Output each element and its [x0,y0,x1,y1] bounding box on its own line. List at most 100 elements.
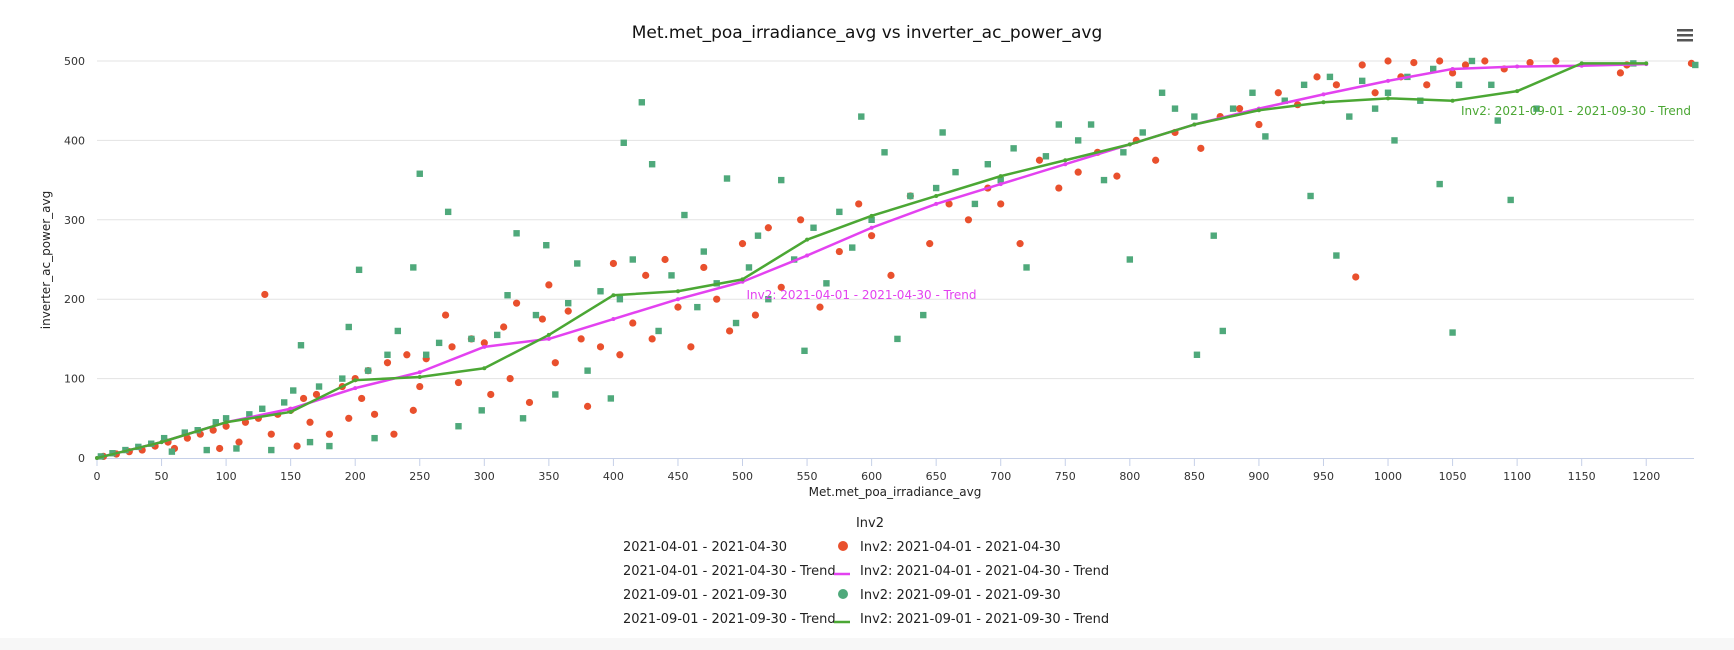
data-point [939,129,946,136]
data-point [810,224,817,231]
data-point [448,343,456,351]
legend-item[interactable]: 2021-04-01 - 2021-04-30 Inv2: 2021-04-01 … [623,540,1061,555]
data-point [487,390,495,399]
data-point [504,292,511,299]
data-point [478,407,485,414]
data-point [868,216,875,223]
data-point [1010,145,1017,152]
data-point [410,264,417,271]
legend-group-label: 2021-09-01 - 2021-09-30 - Trend [623,612,836,627]
chart-title: Met.met_poa_irradiance_avg vs inverter_a… [632,23,1103,43]
trend-point [1063,162,1068,167]
data-point [997,200,1005,208]
x-tick-label: 400 [603,470,624,483]
legend-item[interactable]: 2021-09-01 - 2021-09-30 - Trend Inv2: 202… [623,612,1109,627]
data-point [409,406,417,414]
data-point [160,434,168,442]
data-point [964,216,973,224]
data-point [364,367,372,374]
data-point [726,327,734,335]
trend-point [95,456,99,460]
data-point [444,208,452,216]
trend-point [224,420,229,425]
data-point [616,351,624,359]
data-point [648,161,656,168]
data-point [732,319,740,327]
data-point [778,176,785,184]
x-tick-label: 350 [538,470,559,483]
data-point [345,414,353,422]
legend-series-label: Inv2: 2021-09-01 - 2021-09-30 [860,588,1061,603]
trend-line [96,62,1647,460]
trend-point [1515,64,1520,69]
data-point [926,240,934,248]
data-point [371,434,378,442]
data-point [1087,121,1095,128]
x-tick-label: 850 [1184,470,1205,483]
trend-point [1386,78,1391,83]
data-point [345,323,352,331]
trend-point [546,336,551,341]
trend-point [1386,96,1391,101]
plot-area: Inv2: 2021-04-01 - 2021-04-30 - Trend Inv… [95,57,1699,461]
trend-point [998,174,1003,179]
data-point [1307,192,1314,200]
data-point [1193,351,1201,358]
legend-item[interactable]: 2021-04-01 - 2021-04-30 - Trend Inv2: 202… [623,564,1109,579]
data-point [894,335,901,343]
trend-point [417,375,422,380]
trend-point [1579,61,1584,66]
legend-series-label: Inv2: 2021-04-01 - 2021-04-30 - Trend [860,564,1109,579]
data-point [1410,58,1418,67]
legend-item[interactable]: 2021-09-01 - 2021-09-30 Inv2: 2021-09-01 … [623,588,1061,603]
x-tick-label: 1050 [1439,470,1467,483]
x-axis-title: Met.met_poa_irradiance_avg [809,485,982,499]
data-point [868,232,876,240]
legend-marker-circle-icon [838,541,848,551]
data-point [315,383,323,390]
trend-label: Inv2: 2021-04-01 - 2021-04-30 - Trend [747,288,977,302]
data-point [609,259,618,268]
data-point [1191,113,1198,120]
trend-point [288,409,293,414]
footer-strip [0,638,1734,650]
data-point [293,442,301,450]
data-point [700,248,707,255]
trend-point [482,344,487,349]
data-point [700,263,708,272]
data-point [565,299,572,307]
x-tick-label: 1000 [1374,470,1402,483]
y-tick-label: 200 [64,293,85,306]
data-point [423,351,430,358]
trend-line [96,62,1647,460]
data-point [687,343,695,351]
trend-point [611,293,616,298]
x-tick-label: 0 [94,470,101,483]
trend-point [740,277,745,282]
x-tick-label: 700 [990,470,1011,483]
trend-point [1321,92,1326,97]
data-point [681,211,688,219]
data-point [583,402,592,410]
data-point [1533,105,1540,112]
x-axis-ticks: 0 50 100 150 200 250 300 350 400 450 500 550 600 650 7… [94,458,1660,483]
data-point [246,411,253,418]
data-point [1481,57,1489,65]
data-point [801,347,808,355]
data-point [620,139,627,146]
data-point [997,176,1004,184]
data-point [765,296,772,303]
trend-point [546,332,551,337]
data-point [299,394,308,403]
data-point [952,168,959,176]
data-point [1249,89,1256,96]
data-point [777,283,785,291]
data-point [1359,77,1366,85]
data-point [1526,58,1534,67]
data-point [1262,133,1269,140]
chart-menu-button[interactable] [1676,27,1694,43]
data-point [1210,232,1217,239]
data-point [638,99,646,106]
y-axis-ticks: 0 100 200 300 400 500 [64,55,85,465]
data-point [416,170,423,177]
